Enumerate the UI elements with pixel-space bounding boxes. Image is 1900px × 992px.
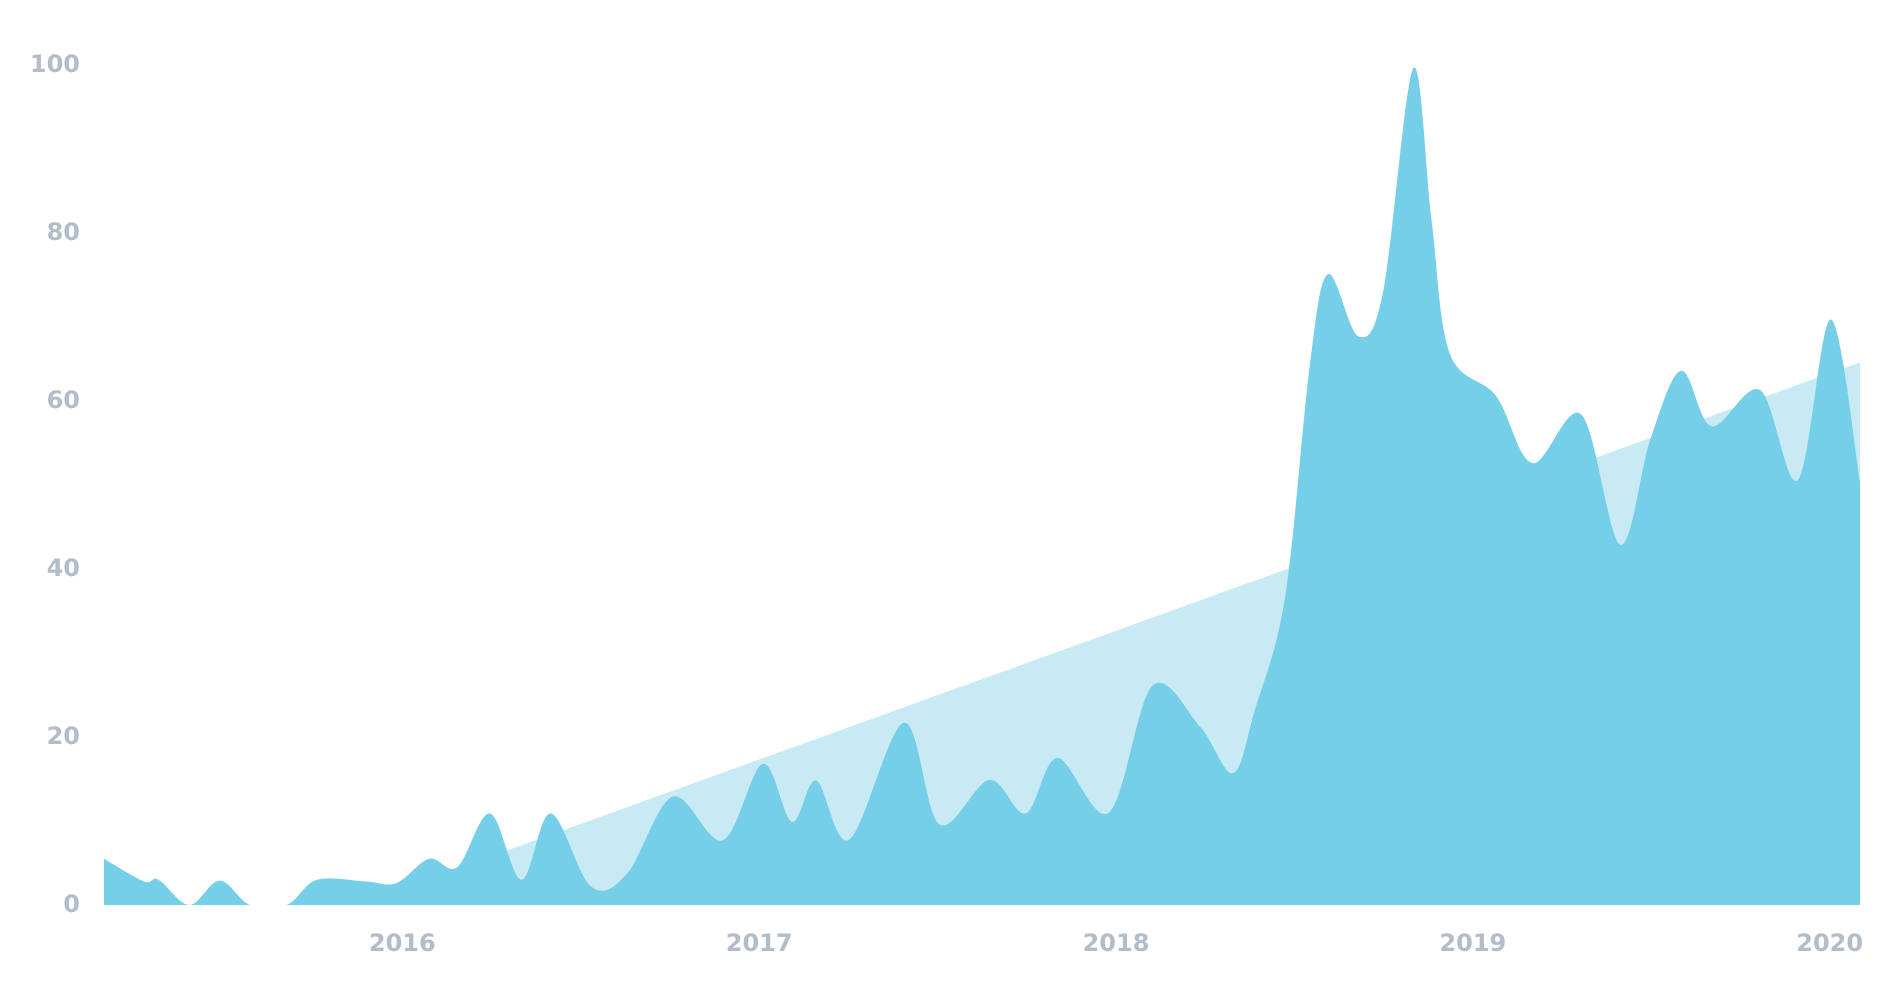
y-tick-label: 0 (63, 890, 80, 918)
x-tick-label: 2017 (726, 929, 793, 957)
x-tick-label: 2020 (1796, 929, 1863, 957)
x-tick-label: 2019 (1439, 929, 1506, 957)
y-tick-label: 80 (47, 218, 80, 246)
y-tick-label: 40 (47, 554, 80, 582)
x-tick-label: 2018 (1083, 929, 1150, 957)
y-tick-label: 60 (47, 386, 80, 414)
x-tick-label: 2016 (369, 929, 436, 957)
y-tick-label: 20 (47, 722, 80, 750)
area (104, 67, 1860, 905)
y-tick-label: 100 (30, 50, 80, 78)
